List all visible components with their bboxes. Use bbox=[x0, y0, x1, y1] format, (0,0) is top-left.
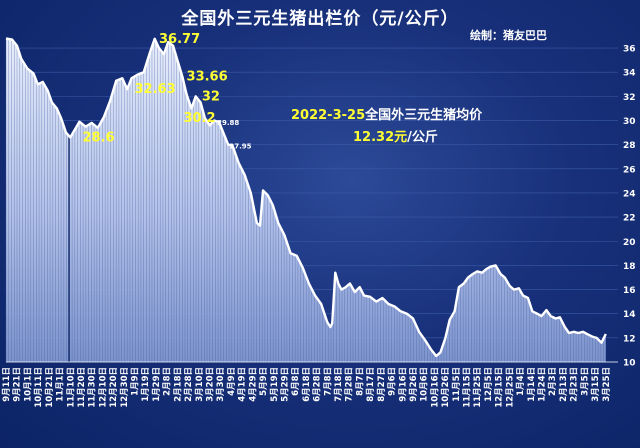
x-tick-label: 3月5日 bbox=[580, 367, 590, 396]
x-tick-label: 12月20日 bbox=[109, 367, 119, 408]
data-label: 28.6 bbox=[83, 130, 115, 145]
x-tick-label: 2月13日 bbox=[559, 367, 569, 402]
series-area bbox=[6, 38, 606, 363]
x-tick-label: 1月19日 bbox=[141, 367, 151, 402]
y-tick-label: 24 bbox=[623, 189, 636, 199]
x-tick-label: 11月25日 bbox=[473, 367, 483, 408]
x-tick-label: 12月30日 bbox=[120, 367, 130, 408]
x-tick-label: 5月9日 bbox=[259, 367, 269, 396]
x-tick-label: 10月1日 bbox=[23, 367, 33, 402]
x-tick-label: 4月19日 bbox=[238, 367, 248, 402]
y-tick-label: 26 bbox=[623, 165, 636, 175]
x-tick-label: 1月4日 bbox=[516, 367, 526, 396]
y-tick-label: 34 bbox=[623, 69, 636, 79]
x-tick-label: 3月30日 bbox=[216, 367, 226, 402]
annotation-line-2: 12.32元/公斤 bbox=[353, 126, 438, 145]
x-tick-label: 9月11日 bbox=[2, 367, 12, 402]
y-tick-label: 32 bbox=[623, 93, 636, 103]
x-tick-label: 6月28日 bbox=[313, 367, 323, 402]
x-tick-label: 3月10日 bbox=[195, 367, 205, 402]
x-tick-label: 3月15日 bbox=[591, 367, 601, 402]
x-tick-label: 7月18日 bbox=[334, 367, 344, 402]
data-label: 29.88 bbox=[217, 119, 239, 127]
x-tick-label: 10月11日 bbox=[34, 367, 44, 408]
x-tick-label: 10月6日 bbox=[420, 367, 430, 402]
annotation-value: 12.32 bbox=[353, 130, 395, 145]
y-tick-label: 22 bbox=[623, 214, 636, 224]
x-tick-label: 9月16日 bbox=[398, 367, 408, 402]
x-tick-label: 1月24日 bbox=[538, 367, 548, 402]
annotation-unit-kg: /公斤 bbox=[407, 130, 438, 145]
y-tick-label: 28 bbox=[623, 141, 636, 151]
data-label: 30.2 bbox=[183, 111, 215, 126]
x-tick-label: 2月28日 bbox=[184, 367, 194, 402]
annotation-text: 全国外三元生猪均价 bbox=[365, 108, 483, 123]
x-tick-label: 2月18日 bbox=[173, 367, 183, 402]
x-tick-label: 7月8日 bbox=[323, 367, 333, 396]
x-tick-label: 1月29日 bbox=[152, 367, 162, 402]
x-tick-label: 11月30日 bbox=[88, 367, 98, 408]
x-tick-label: 2月3日 bbox=[548, 367, 558, 396]
x-tick-label: 10月16日 bbox=[430, 367, 440, 408]
x-tick-label: 1月14日 bbox=[527, 367, 537, 402]
chart-credit: 绘制：猪友巴巴 bbox=[470, 29, 547, 42]
y-tick-label: 36 bbox=[623, 45, 636, 55]
x-tick-label: 10月26日 bbox=[441, 367, 451, 408]
x-tick-label: 9月26日 bbox=[409, 367, 419, 402]
x-tick-label: 4月29日 bbox=[248, 367, 258, 402]
y-tick-label: 10 bbox=[623, 359, 636, 369]
y-tick-label: 20 bbox=[623, 238, 636, 248]
y-tick-label: 16 bbox=[623, 286, 636, 296]
x-tick-label: 8月27日 bbox=[377, 367, 387, 402]
data-label: 36.77 bbox=[159, 32, 200, 47]
x-tick-label: 8月7日 bbox=[355, 367, 365, 396]
data-label: 27.95 bbox=[229, 142, 251, 150]
x-tick-label: 12月25日 bbox=[505, 367, 515, 408]
x-tick-label: 3月20日 bbox=[206, 367, 216, 402]
x-tick-label: 11月5日 bbox=[452, 367, 462, 402]
y-tick-label: 30 bbox=[623, 117, 636, 127]
data-label: 33.66 bbox=[187, 69, 228, 84]
chart-title: 全国外三元生猪出栏价（元/公斤） bbox=[181, 9, 459, 29]
data-label: 32 bbox=[202, 89, 220, 104]
x-tick-label: 8月17日 bbox=[366, 367, 376, 402]
x-tick-label: 3月25日 bbox=[602, 367, 612, 402]
x-tick-label: 9月6日 bbox=[388, 367, 398, 396]
y-tick-label: 14 bbox=[623, 310, 636, 320]
x-tick-label: 11月15日 bbox=[463, 367, 473, 408]
x-tick-label: 1月9日 bbox=[131, 367, 141, 396]
x-tick-label: 6月18日 bbox=[302, 367, 312, 402]
x-tick-label: 2月8日 bbox=[163, 367, 173, 396]
x-tick-label: 5月19日 bbox=[270, 367, 280, 402]
x-tick-label: 11月20日 bbox=[77, 367, 87, 408]
annotation-unit-yuan: 元 bbox=[394, 130, 408, 145]
x-tick-label: 2月23日 bbox=[570, 367, 580, 402]
x-tick-label: 10月21日 bbox=[45, 367, 55, 408]
x-tick-label: 6月8日 bbox=[291, 367, 301, 396]
x-tick-label: 5月29日 bbox=[281, 367, 291, 402]
y-tick-label: 18 bbox=[623, 262, 636, 272]
annotation-line-1: 2022-3-25全国外三元生猪均价 bbox=[291, 104, 482, 123]
x-tick-label: 7月28日 bbox=[345, 367, 355, 402]
x-tick-label: 9月21日 bbox=[13, 367, 23, 402]
x-tick-label: 4月9日 bbox=[227, 367, 237, 396]
data-label: 32.63 bbox=[135, 82, 176, 97]
x-tick-label: 12月15日 bbox=[495, 367, 505, 408]
x-tick-label: 11月1日 bbox=[56, 367, 66, 402]
y-tick-label: 12 bbox=[623, 334, 636, 344]
annotation-date: 2022-3-25 bbox=[291, 108, 366, 123]
x-tick-label: 11月10日 bbox=[66, 367, 76, 408]
x-tick-label: 12月10日 bbox=[98, 367, 108, 408]
series-line bbox=[5, 37, 607, 358]
x-tick-label: 12月5日 bbox=[484, 367, 494, 402]
